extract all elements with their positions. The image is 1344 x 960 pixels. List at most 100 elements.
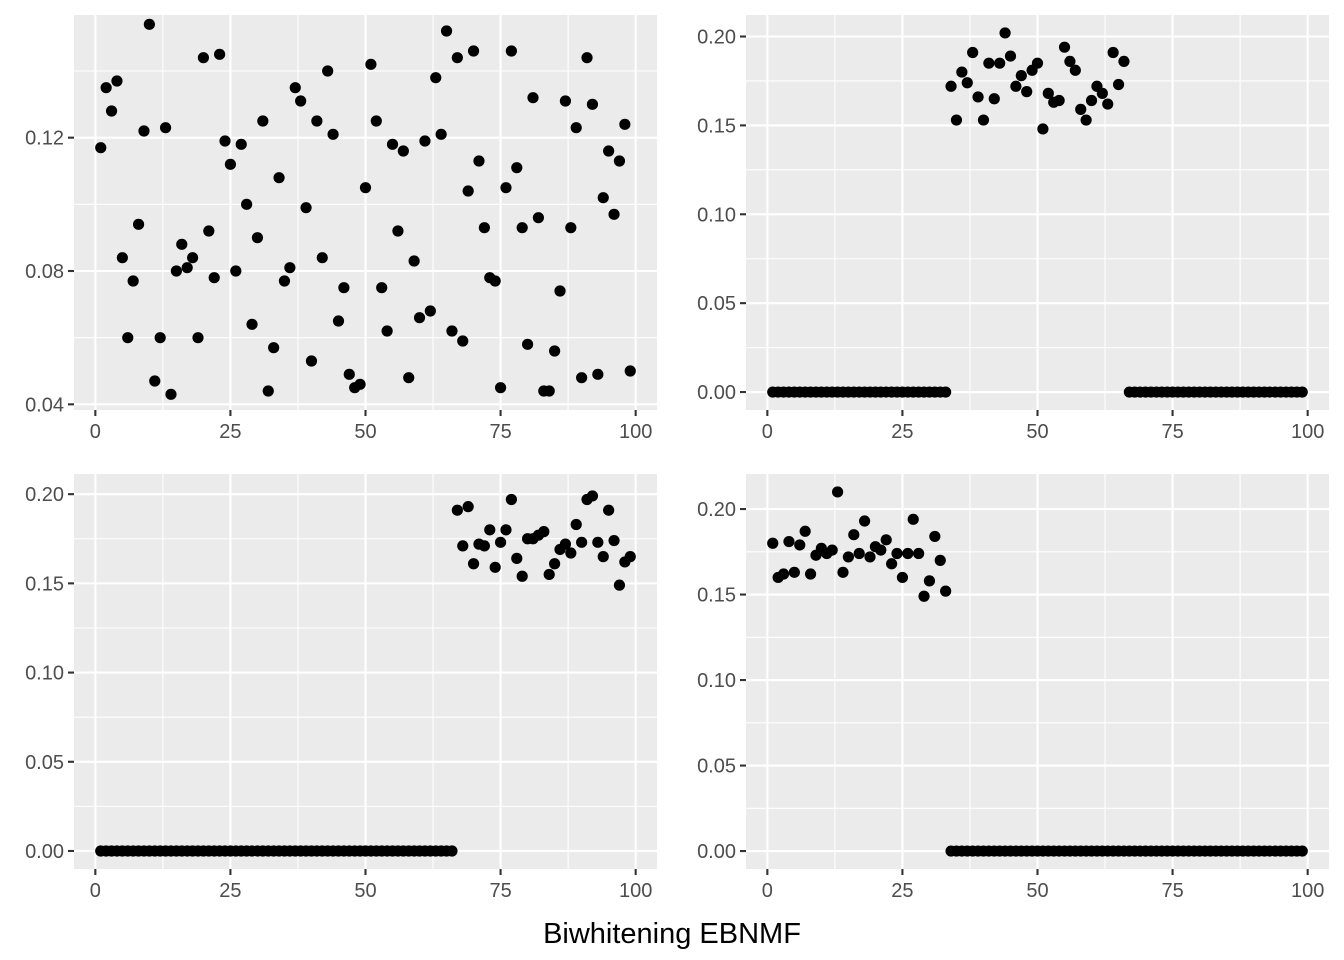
- data-point: [1296, 386, 1308, 398]
- data-point: [597, 192, 609, 204]
- data-point: [767, 537, 779, 549]
- data-point: [176, 238, 188, 250]
- data-point: [777, 568, 790, 580]
- data-point: [386, 138, 399, 150]
- panel-1: 0 25 50 75 100 0.04 0.08 0.12: [25, 15, 657, 443]
- data-point: [1037, 123, 1049, 135]
- data-point: [381, 325, 393, 337]
- y-tick-label: 0.00: [697, 841, 736, 863]
- data-point: [1107, 46, 1119, 59]
- data-point: [576, 536, 588, 548]
- data-point: [262, 385, 274, 397]
- y-tick-label: 0.10: [25, 663, 64, 685]
- data-point: [451, 504, 463, 516]
- data-point: [538, 526, 550, 538]
- x-tick-label: 50: [1026, 880, 1048, 902]
- data-point: [489, 275, 501, 287]
- data-point: [1112, 78, 1125, 91]
- data-point: [794, 539, 806, 551]
- panel-4: 0 25 50 75 100 0.00 0.05 0.10 0.15 0.20: [697, 474, 1329, 902]
- data-point: [289, 82, 301, 94]
- data-point: [397, 145, 409, 157]
- data-point: [494, 382, 507, 394]
- data-point: [923, 575, 936, 587]
- data-point: [149, 375, 161, 387]
- x-tick-label: 25: [891, 421, 913, 443]
- data-point: [603, 145, 615, 157]
- panel-2: 0 25 50 75 100 0.00 0.05 0.10 0.15 0.20: [697, 15, 1329, 443]
- data-point: [505, 493, 517, 506]
- figure-caption: Biwhitening EBNMF: [543, 918, 801, 950]
- y-tick-label: 0.15: [697, 115, 736, 137]
- data-point: [1010, 80, 1022, 92]
- data-point: [500, 182, 512, 194]
- y-tick-label: 0.20: [697, 27, 736, 49]
- data-point: [1031, 57, 1044, 69]
- data-point: [457, 335, 469, 347]
- data-point: [295, 95, 307, 107]
- y-tick-label: 0.00: [25, 841, 64, 863]
- data-point: [305, 355, 318, 367]
- data-point: [154, 332, 166, 344]
- data-point: [338, 282, 350, 294]
- data-point: [983, 57, 995, 69]
- data-point: [1080, 114, 1092, 126]
- data-point: [343, 368, 355, 380]
- data-point: [165, 388, 177, 400]
- data-point: [848, 529, 860, 541]
- data-point: [532, 212, 545, 224]
- data-point: [619, 118, 631, 130]
- data-point: [1085, 94, 1098, 107]
- data-point: [273, 172, 285, 184]
- points: [767, 27, 1308, 398]
- data-point: [1021, 86, 1033, 98]
- x-tick-label: 75: [489, 880, 511, 902]
- data-point: [1053, 94, 1065, 107]
- data-point: [435, 128, 447, 140]
- data-point: [1296, 845, 1308, 857]
- data-point: [197, 52, 210, 64]
- data-point: [127, 275, 139, 287]
- data-point: [521, 338, 534, 350]
- data-point: [284, 262, 296, 274]
- x-tick-label: 0: [762, 880, 773, 902]
- data-point: [122, 332, 134, 344]
- data-point: [570, 518, 582, 531]
- data-point: [219, 135, 231, 147]
- data-point: [251, 232, 264, 244]
- y-tick-label: 0.20: [25, 484, 64, 506]
- data-point: [505, 45, 517, 57]
- data-point: [462, 185, 474, 197]
- data-point: [967, 46, 979, 59]
- x-tick-label: 50: [354, 880, 376, 902]
- data-point: [783, 535, 795, 548]
- data-point: [419, 135, 431, 147]
- data-point: [886, 558, 898, 570]
- data-point: [440, 25, 453, 37]
- data-point: [322, 65, 334, 77]
- data-point: [945, 80, 957, 92]
- data-point: [332, 315, 345, 327]
- data-point: [316, 252, 328, 264]
- data-point: [143, 18, 155, 30]
- data-point: [940, 585, 952, 597]
- data-point: [804, 568, 817, 580]
- data-point: [467, 558, 480, 570]
- x-tick-label: 25: [219, 880, 241, 902]
- data-point: [424, 305, 436, 317]
- data-point: [511, 552, 523, 564]
- data-point: [549, 558, 561, 570]
- data-point: [138, 125, 150, 137]
- data-point: [831, 486, 844, 498]
- data-point: [565, 547, 577, 559]
- data-point: [603, 504, 615, 516]
- y-tick-label: 0.05: [697, 756, 736, 778]
- data-point: [999, 27, 1011, 39]
- data-point: [100, 82, 112, 94]
- data-point: [891, 547, 903, 560]
- data-point: [181, 262, 193, 274]
- data-point: [592, 536, 604, 548]
- data-point: [230, 265, 242, 277]
- data-point: [370, 115, 382, 127]
